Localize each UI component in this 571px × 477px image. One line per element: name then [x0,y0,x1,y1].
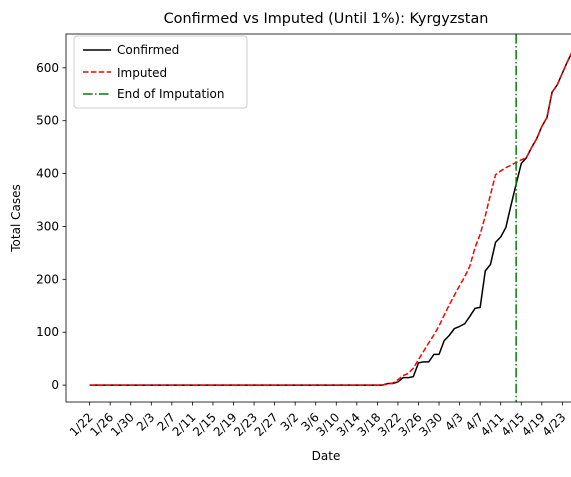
plot-area [65,33,571,403]
series-line-imputed [89,52,571,386]
y-tick-label: 500 [36,114,59,128]
legend-label-imputed: Imputed [117,66,167,80]
y-tick-label: 0 [51,378,59,392]
y-tick-label: 400 [36,167,59,181]
legend-label-confirmed: Confirmed [117,43,179,57]
axes-frame [65,33,571,403]
legend-label-end-of-imputation: End of Imputation [117,87,225,101]
y-axis-label: Total Cases [9,184,23,252]
chart-title: Confirmed vs Imputed (Until 1%): Kyrgyzs… [164,11,489,27]
y-tick-label: 600 [36,61,59,75]
y-tick-label: 300 [36,219,59,233]
x-axis-label: Date [312,449,341,463]
legend: Confirmed Imputed End of Imputation [73,35,248,109]
y-tick-label: 200 [36,272,59,286]
y-tick-label: 100 [36,325,59,339]
legend-box [73,35,248,109]
y-axis-ticks: 0 100 200 300 400 500 600 [36,61,66,392]
